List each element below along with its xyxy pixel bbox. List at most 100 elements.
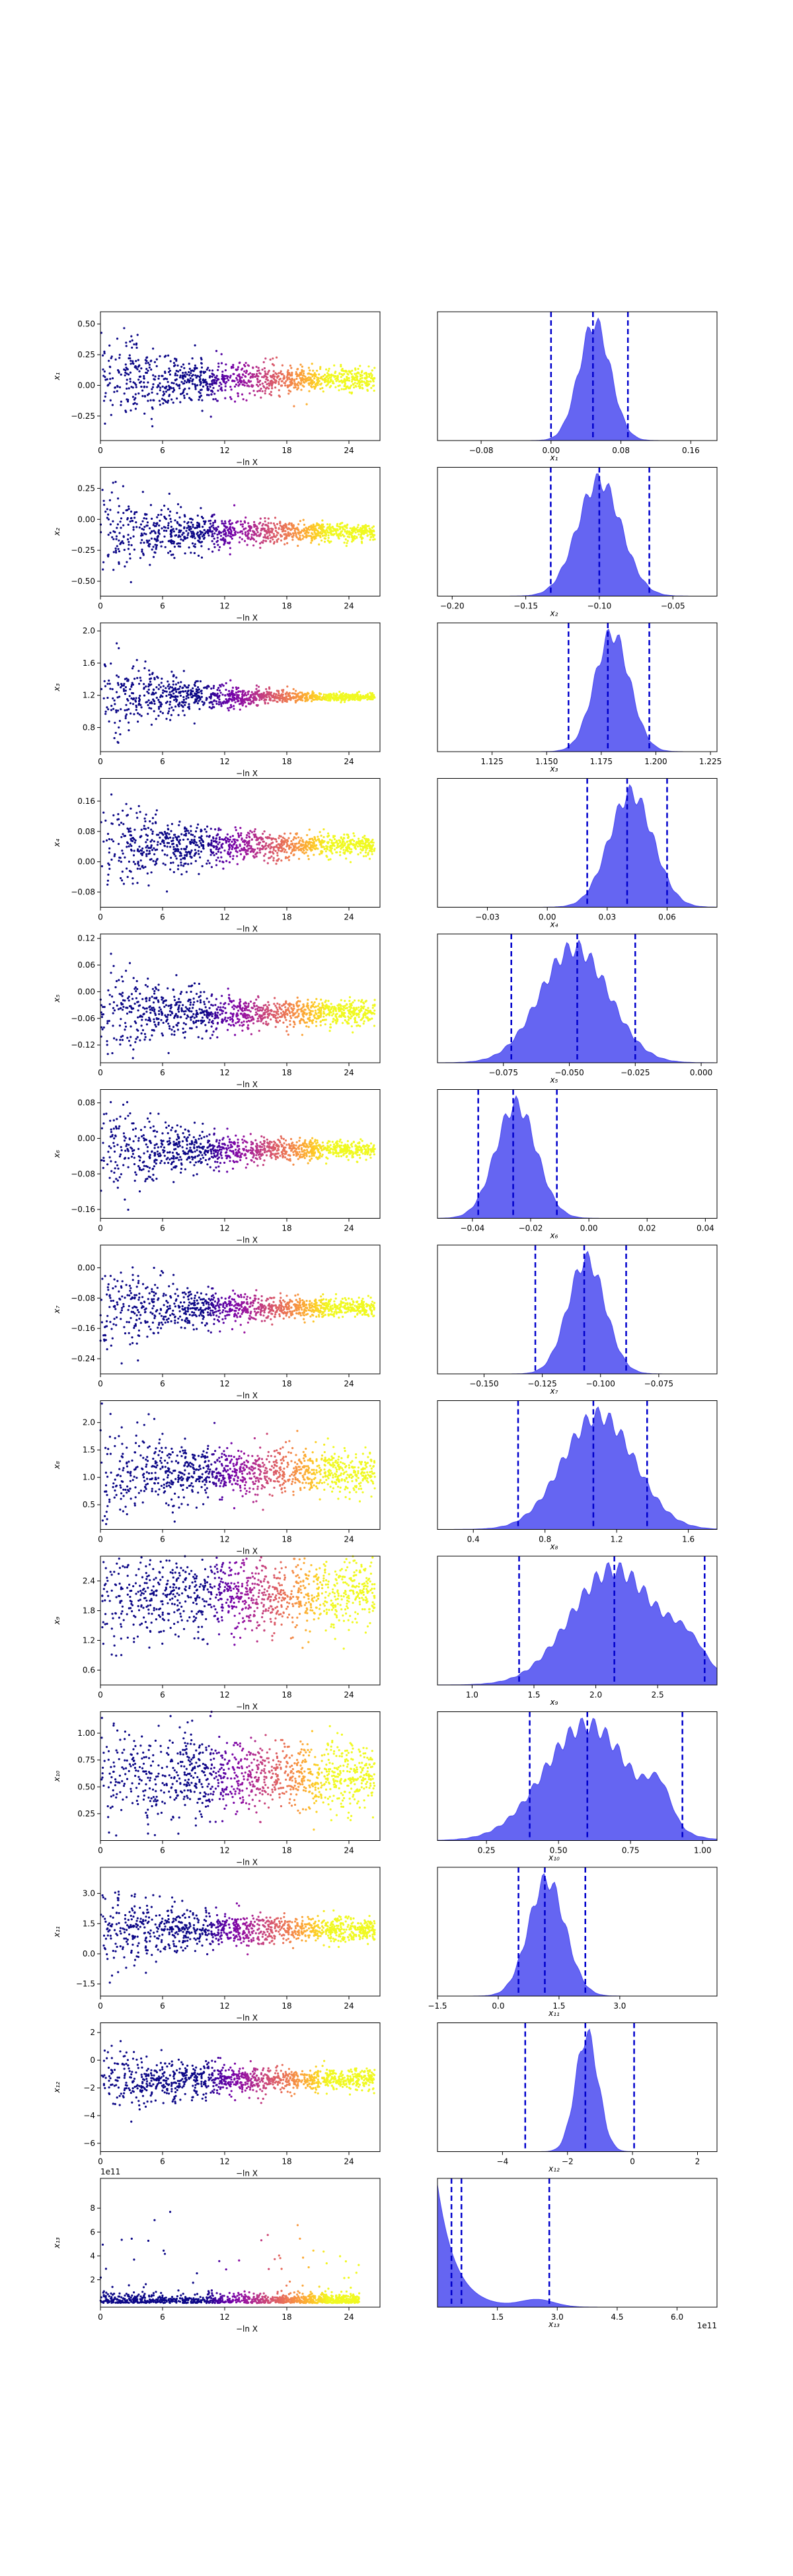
trace-point	[196, 689, 199, 692]
trace-point	[180, 538, 182, 541]
trace-point	[157, 1021, 160, 1024]
trace-point	[172, 861, 174, 864]
trace-point	[356, 529, 359, 532]
trace-point	[331, 852, 334, 855]
trace-point	[107, 873, 110, 876]
trace-point	[151, 548, 153, 551]
trace-point	[220, 856, 223, 859]
trace-point	[172, 696, 174, 698]
trace-point	[137, 359, 139, 361]
trace-point	[287, 859, 290, 861]
trace-point	[339, 695, 342, 698]
trace-point	[215, 847, 217, 851]
trace-point	[254, 375, 256, 378]
trace-point	[196, 384, 199, 386]
trace-point	[274, 378, 276, 381]
trace-point	[265, 688, 268, 690]
trace-point	[106, 832, 110, 836]
trace-point	[281, 695, 283, 698]
trace-point	[122, 823, 125, 826]
trace-point	[149, 677, 153, 680]
trace-point	[110, 793, 113, 796]
trace-point	[165, 717, 168, 720]
trace-point	[330, 1003, 332, 1005]
trace-point	[366, 389, 369, 392]
trace-point	[232, 1023, 235, 1026]
trace-point	[216, 536, 219, 539]
trace-point	[301, 839, 304, 841]
trace-point	[142, 552, 145, 555]
trace-point	[192, 1007, 194, 1009]
trace-point	[178, 820, 181, 823]
trace-point	[213, 520, 217, 523]
trace-point	[145, 386, 148, 388]
trace-point	[297, 374, 301, 376]
trace-point	[252, 390, 255, 392]
trace-point	[138, 713, 141, 716]
trace-point	[166, 854, 169, 857]
trace-point	[132, 977, 135, 980]
trace-point	[178, 531, 180, 534]
trace-point	[182, 690, 184, 693]
trace-point	[214, 828, 217, 831]
trace-point	[339, 380, 342, 382]
trace-point	[242, 398, 245, 401]
trace-point	[158, 400, 161, 402]
trace-point	[159, 696, 162, 698]
trace-point	[178, 542, 181, 545]
trace-point	[145, 1011, 148, 1013]
trace-point	[170, 542, 173, 545]
trace-point	[278, 382, 280, 386]
trace-point	[182, 865, 185, 867]
trace-point	[350, 696, 353, 698]
trace-point	[172, 554, 174, 556]
marginal-density	[437, 473, 717, 596]
trace-point	[370, 386, 373, 390]
trace-point	[233, 373, 235, 375]
trace-point	[361, 384, 363, 386]
trace-point	[148, 849, 151, 853]
trace-point	[136, 987, 139, 990]
trace-point	[128, 729, 130, 732]
trace-point	[319, 524, 321, 527]
trace-point	[307, 858, 310, 861]
trace-point	[199, 392, 202, 394]
trace-point	[215, 702, 218, 705]
trace-point	[365, 379, 368, 382]
trace-point	[206, 825, 209, 828]
trace-point	[264, 517, 266, 520]
trace-point	[135, 709, 137, 711]
trace-point	[220, 362, 223, 365]
trace-point	[211, 550, 214, 553]
trace-point	[139, 810, 141, 813]
trace-point	[128, 1011, 131, 1013]
trace-point	[338, 389, 340, 392]
trace-point	[174, 705, 177, 708]
trace-point	[132, 665, 135, 668]
trace-point	[352, 539, 355, 542]
trace-point	[311, 382, 313, 384]
trace-point	[196, 1000, 199, 1003]
trace-point	[348, 530, 351, 533]
trace-point	[153, 378, 156, 381]
trace-point	[134, 393, 137, 396]
trace-point	[267, 371, 270, 374]
trace-point	[213, 684, 215, 688]
trace-point	[361, 376, 363, 379]
trace-point	[195, 376, 198, 379]
trace-point	[245, 531, 247, 534]
trace-point	[243, 370, 246, 373]
trace-point	[342, 374, 344, 376]
trace-point	[216, 540, 219, 542]
trace-point	[229, 396, 232, 398]
trace-point	[151, 822, 154, 825]
trace-point	[302, 519, 305, 521]
trace-point	[177, 848, 180, 851]
trace-point	[140, 706, 143, 709]
trace-point	[209, 828, 212, 830]
trace-point	[161, 527, 163, 530]
trace-point	[234, 533, 237, 536]
trace-point	[364, 851, 367, 854]
trace-point	[362, 842, 365, 845]
